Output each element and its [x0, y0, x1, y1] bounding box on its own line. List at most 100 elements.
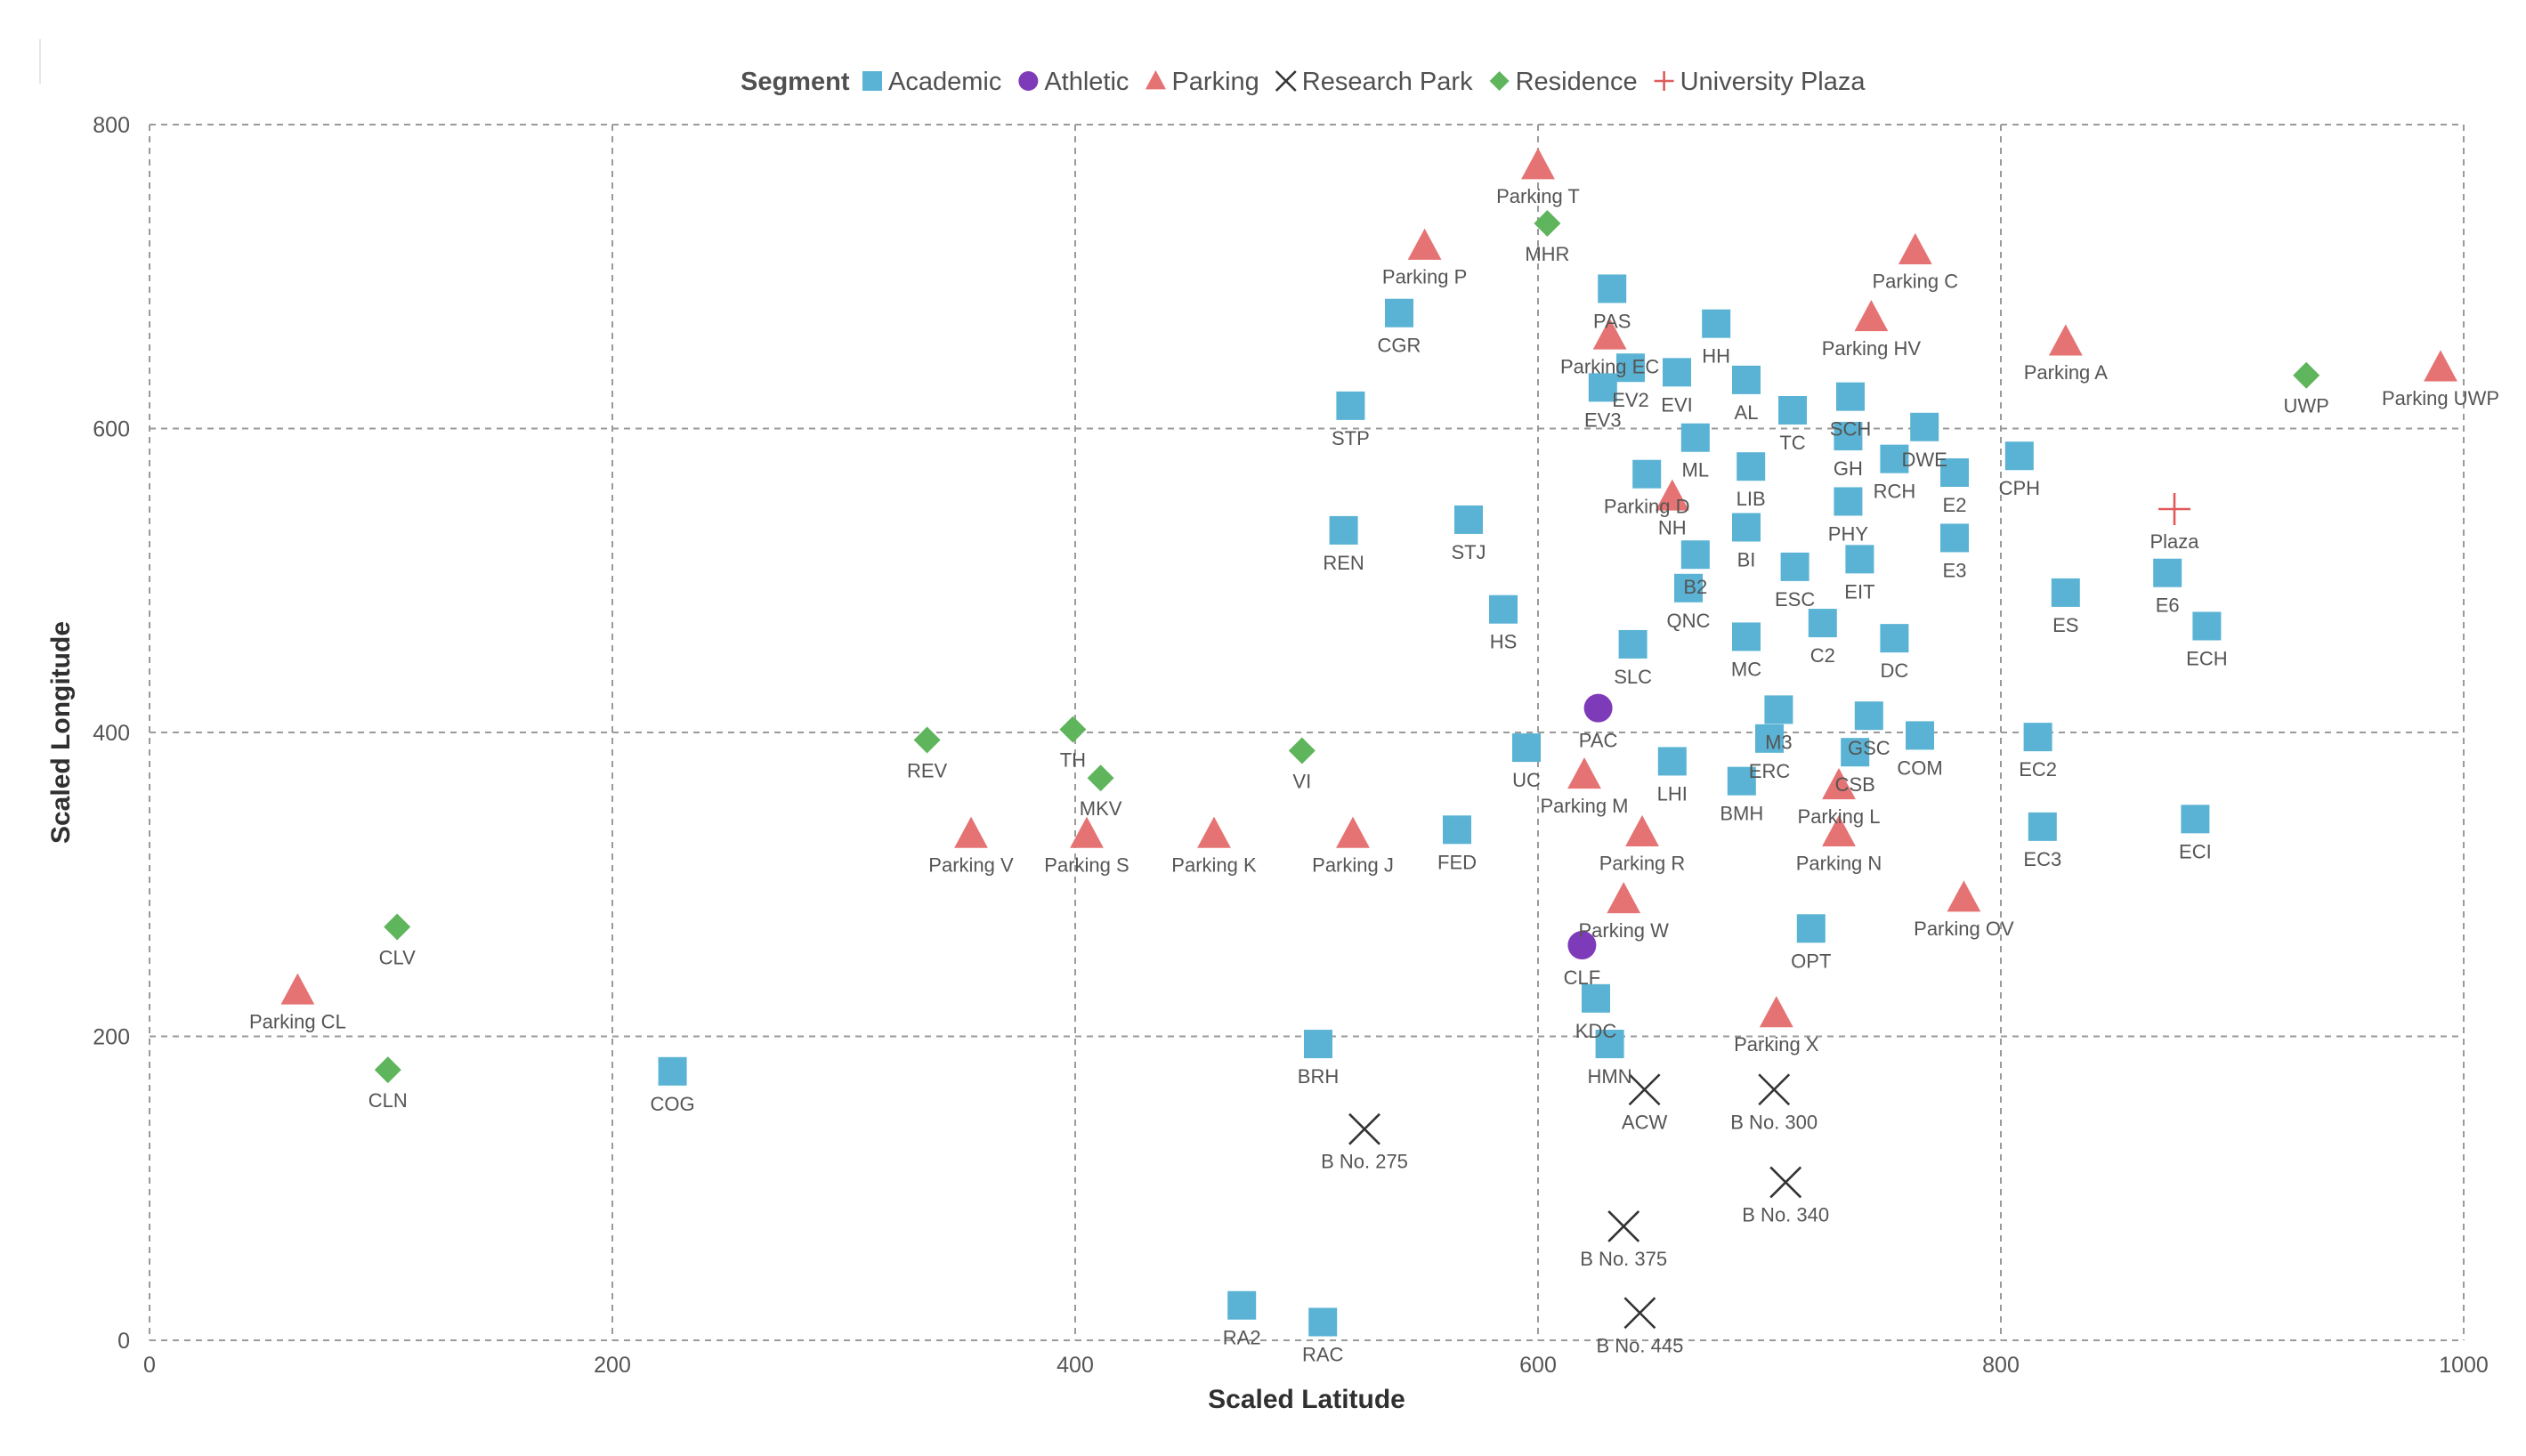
point-academic-kdc	[1582, 983, 1610, 1013]
legend-item-parking[interactable]: Parking	[1145, 68, 1259, 96]
point-label-mhr: MHR	[1525, 243, 1569, 265]
point-label-parking-x: Parking X	[1734, 1033, 1819, 1056]
point-label-fed: FED	[1437, 851, 1477, 873]
point-label-ec3: EC3	[2023, 848, 2061, 870]
legend-label-academic: Academic	[888, 68, 1001, 96]
legend-title: Segment	[741, 68, 850, 96]
legend-item-athletic[interactable]: Athletic	[1018, 68, 1129, 96]
axes: 0 200 400 600 800 1000 0 200 400 600 800	[93, 113, 2489, 1378]
point-parking-parking-hv	[1854, 300, 1889, 332]
point-academic-ec2	[2023, 723, 2052, 752]
point-label-cln: CLN	[368, 1089, 408, 1112]
point-academic-al	[1732, 365, 1761, 394]
point-label-kdc: KDC	[1575, 1020, 1617, 1042]
y-tick-label: 0	[117, 1329, 130, 1354]
y-axis-title: Scaled Longitude	[46, 621, 76, 844]
point-label-parking-hv: Parking HV	[1822, 337, 1922, 360]
point-label-vi: VI	[1292, 770, 1311, 792]
point-label-clf: CLF	[1564, 967, 1601, 989]
point-label-mc: MC	[1731, 658, 1761, 680]
point-label-evi: EVI	[1661, 393, 1692, 416]
point-label-lib: LIB	[1737, 488, 1766, 510]
point-parking-parking-v	[954, 816, 988, 848]
point-label-c2: C2	[1810, 644, 1835, 667]
point-academic-tc	[1778, 396, 1807, 425]
point-academic-sch	[1836, 382, 1865, 411]
point-label-b-no-445: B No. 445	[1596, 1334, 1683, 1356]
point-academic-mc	[1732, 622, 1761, 651]
point-label-plaza: Plaza	[2150, 530, 2199, 553]
point-academic-brh	[1304, 1030, 1332, 1059]
point-parking-parking-w	[1607, 882, 1641, 914]
point-parking-nh	[1655, 479, 1689, 511]
point-label-ev2: EV2	[1612, 389, 1649, 411]
point-academic-es	[2051, 578, 2080, 607]
point-label-cog: COG	[651, 1093, 695, 1115]
point-research-park-b-no-275	[1348, 1112, 1380, 1145]
legend-item-academic[interactable]: Academic	[862, 68, 1001, 96]
point-label-parking-ec: Parking EC	[1560, 355, 1659, 377]
legend-label-university-plaza: University Plaza	[1680, 68, 1866, 96]
legend-item-residence[interactable]: Residence	[1489, 68, 1638, 96]
point-academic-qnc	[1674, 573, 1703, 603]
point-residence-vi	[1288, 737, 1316, 764]
point-label-parking-s: Parking S	[1044, 853, 1129, 876]
gridlines	[149, 124, 2465, 1341]
point-label-esc: ESC	[1775, 588, 1815, 611]
point-label-e3: E3	[1943, 559, 1967, 581]
point-academic-ech	[2192, 611, 2222, 641]
point-academic-erc	[1755, 724, 1784, 753]
point-academic-gh	[1834, 422, 1863, 451]
point-academic-ml	[1680, 423, 1710, 452]
legend-marker-research-park	[1275, 70, 1297, 92]
point-academic-evi	[1663, 358, 1691, 387]
point-label-hmn: HMN	[1588, 1065, 1632, 1088]
point-academic-fed	[1443, 815, 1471, 845]
point-label-dwe: DWE	[1902, 449, 1947, 471]
point-label-sch: SCH	[1830, 418, 1871, 441]
legend-item-university-plaza[interactable]: University Plaza	[1654, 68, 1866, 96]
y-tick-label: 400	[93, 721, 130, 746]
point-label-gh: GH	[1834, 457, 1863, 480]
legend-marker-athletic	[1018, 71, 1039, 91]
point-parking-parking-x	[1759, 996, 1793, 1028]
x-tick-label: 400	[1057, 1353, 1094, 1378]
point-academic-hs	[1489, 595, 1518, 624]
legend: Segment Academic Athletic Parking Research …	[741, 68, 1866, 96]
legend-label-parking: Parking	[1171, 68, 1259, 96]
point-label-b2: B2	[1683, 576, 1707, 598]
point-academic-e3	[1940, 523, 1969, 553]
point-label-rac: RAC	[1302, 1344, 1344, 1366]
point-label-parking-j: Parking J	[1312, 853, 1394, 876]
point-label-parking-ov: Parking OV	[1914, 918, 2014, 940]
point-athletic-pac	[1583, 693, 1613, 723]
point-label-b-no-340: B No. 340	[1742, 1203, 1829, 1225]
point-label-com: COM	[1897, 756, 1942, 779]
legend-marker-academic	[862, 71, 882, 91]
point-label-parking-r: Parking R	[1599, 853, 1686, 875]
point-academic-slc	[1618, 629, 1648, 659]
point-label-gsc: GSC	[1848, 737, 1890, 759]
point-label-rch: RCH	[1874, 481, 1916, 503]
point-academic-hh	[1702, 309, 1731, 338]
point-label-parking-uwp: Parking UWP	[2382, 387, 2499, 409]
point-label-parking-n: Parking N	[1796, 853, 1882, 875]
point-label-bmh: BMH	[1720, 803, 1763, 825]
point-research-park-b-no-340	[1769, 1166, 1802, 1199]
point-academic-stj	[1454, 505, 1483, 534]
point-academic-gsc	[1854, 701, 1883, 731]
legend-item-research-park[interactable]: Research Park	[1275, 68, 1473, 96]
point-label-es: ES	[2052, 614, 2078, 636]
point-parking-parking-c	[1898, 232, 1932, 265]
x-axis-title: Scaled Latitude	[1208, 1385, 1405, 1414]
point-research-park-acw	[1628, 1073, 1661, 1106]
point-label-parking-a: Parking A	[2024, 361, 2108, 384]
point-residence-mkv	[1087, 764, 1114, 792]
point-residence-uwp	[2293, 361, 2320, 389]
point-academic-com	[1906, 721, 1934, 750]
point-parking-parking-l	[1822, 767, 1856, 800]
point-academic-lib	[1737, 452, 1766, 481]
point-academic-esc	[1780, 552, 1809, 581]
y-tick-label: 200	[93, 1025, 130, 1050]
point-label-lhi: LHI	[1657, 782, 1688, 805]
